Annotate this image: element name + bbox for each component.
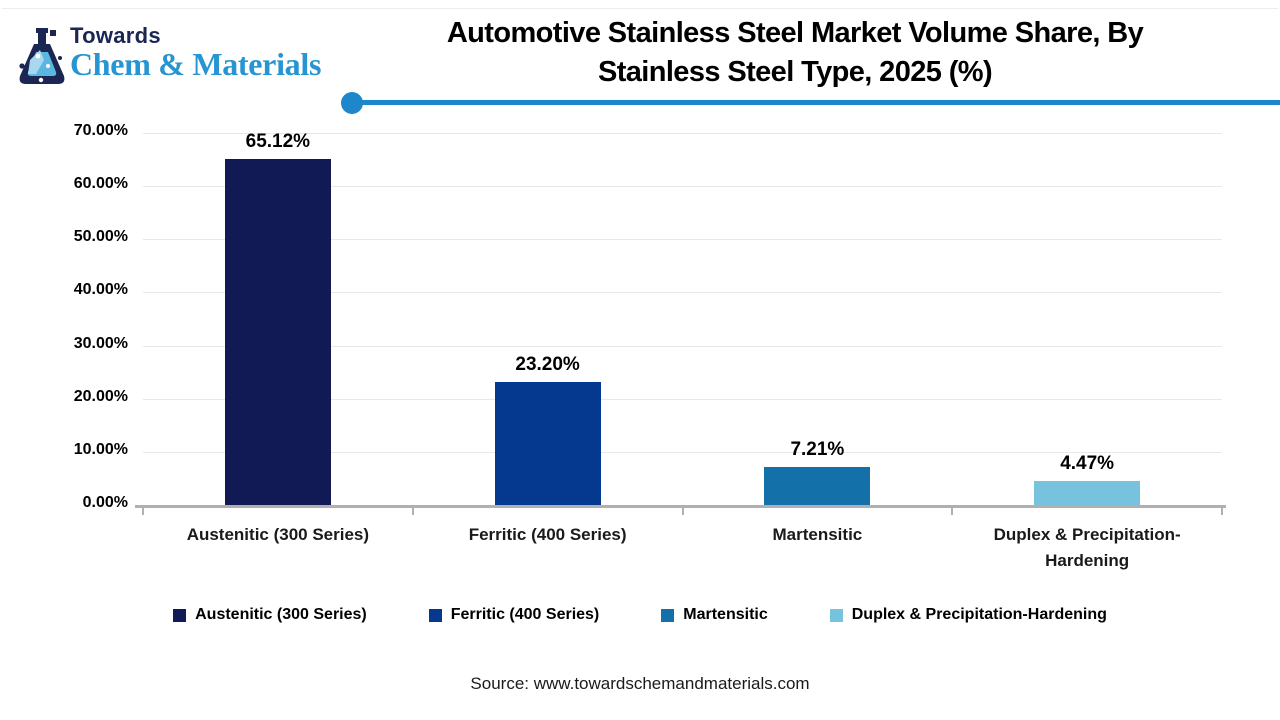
bar-ferritic-400-series- bbox=[494, 381, 601, 505]
category-label: Martensitic bbox=[772, 525, 863, 544]
legend-swatch bbox=[661, 608, 675, 622]
title-underline-dot bbox=[341, 92, 363, 114]
x-axis-tick bbox=[142, 508, 144, 515]
bar-duplex-precipitation-hardening bbox=[1034, 481, 1141, 505]
y-tick-label: 40.00% bbox=[73, 281, 128, 299]
y-tick-label: 10.00% bbox=[73, 440, 128, 458]
x-axis-tick bbox=[681, 508, 684, 515]
category-label: Duplex & Precipitation-Hardening bbox=[993, 525, 1181, 570]
top-border-line bbox=[2, 8, 1278, 9]
legend-item: Martensitic bbox=[661, 606, 768, 624]
y-tick-label: 70.00% bbox=[73, 122, 128, 139]
title-underline-rule bbox=[352, 100, 1280, 105]
bar-value-label: 23.20% bbox=[515, 353, 580, 375]
gridline bbox=[143, 292, 1222, 294]
gridline bbox=[143, 345, 1222, 347]
source-text: Source: www.towardschemandmaterials.com bbox=[470, 674, 810, 693]
brand-logo: Towards Chem & Materials bbox=[14, 24, 354, 94]
category-label: Austenitic (300 Series) bbox=[186, 525, 370, 544]
brand-name: Towards Chem & Materials bbox=[70, 24, 321, 81]
legend-label: Martensitic bbox=[683, 606, 768, 623]
y-tick-label: 20.00% bbox=[73, 387, 128, 405]
y-tick-label: 50.00% bbox=[73, 228, 128, 246]
gridline bbox=[143, 239, 1222, 241]
gridline bbox=[143, 186, 1222, 188]
x-axis-line bbox=[135, 505, 1226, 508]
legend-item: Austenitic (300 Series) bbox=[173, 606, 367, 624]
legend-swatch bbox=[173, 608, 187, 622]
brand-name-bottom: Chem & Materials bbox=[70, 46, 322, 82]
chart-title-line1: Automotive Stainless Steel Market Volume… bbox=[446, 17, 1144, 49]
bar-value-label: 4.47% bbox=[1060, 453, 1115, 475]
chart-legend: Austenitic (300 Series) Ferritic (400 Ser… bbox=[0, 606, 1280, 624]
x-axis-tick bbox=[1221, 508, 1223, 515]
legend-swatch bbox=[829, 608, 843, 622]
chart-title: Automotive Stainless Steel Market Volume… bbox=[370, 14, 1220, 92]
x-axis-tick bbox=[411, 508, 414, 515]
x-axis-tick bbox=[951, 508, 954, 515]
flask-icon bbox=[19, 28, 65, 84]
bar-value-label: 65.12% bbox=[245, 130, 311, 152]
chart-title-line2: Stainless Steel Type, 2025 (%) bbox=[597, 56, 993, 88]
legend-item: Ferritic (400 Series) bbox=[428, 606, 600, 624]
bar-austenitic-300-series- bbox=[224, 158, 331, 505]
y-tick-label: 0.00% bbox=[82, 494, 128, 511]
gridline bbox=[143, 398, 1222, 400]
bar-martensitic bbox=[764, 466, 871, 505]
legend-label: Duplex & Precipitation-Hardening bbox=[851, 606, 1107, 623]
y-tick-label: 30.00% bbox=[73, 334, 128, 352]
legend-swatch bbox=[428, 608, 442, 622]
gridline bbox=[143, 451, 1222, 453]
bar-value-label: 7.21% bbox=[790, 438, 845, 460]
legend-label: Ferritic (400 Series) bbox=[450, 606, 600, 623]
legend-item: Duplex & Precipitation-Hardening bbox=[829, 606, 1107, 624]
gridline bbox=[143, 133, 1222, 134]
category-label: Ferritic (400 Series) bbox=[468, 525, 627, 544]
brand-name-top: Towards bbox=[70, 23, 161, 48]
y-tick-label: 60.00% bbox=[73, 175, 128, 193]
legend-label: Austenitic (300 Series) bbox=[195, 606, 367, 623]
bar-chart-plot-area: 65.12% 23.20% 7.21% 4.47% Austenitic (300 S… bbox=[135, 130, 1226, 570]
